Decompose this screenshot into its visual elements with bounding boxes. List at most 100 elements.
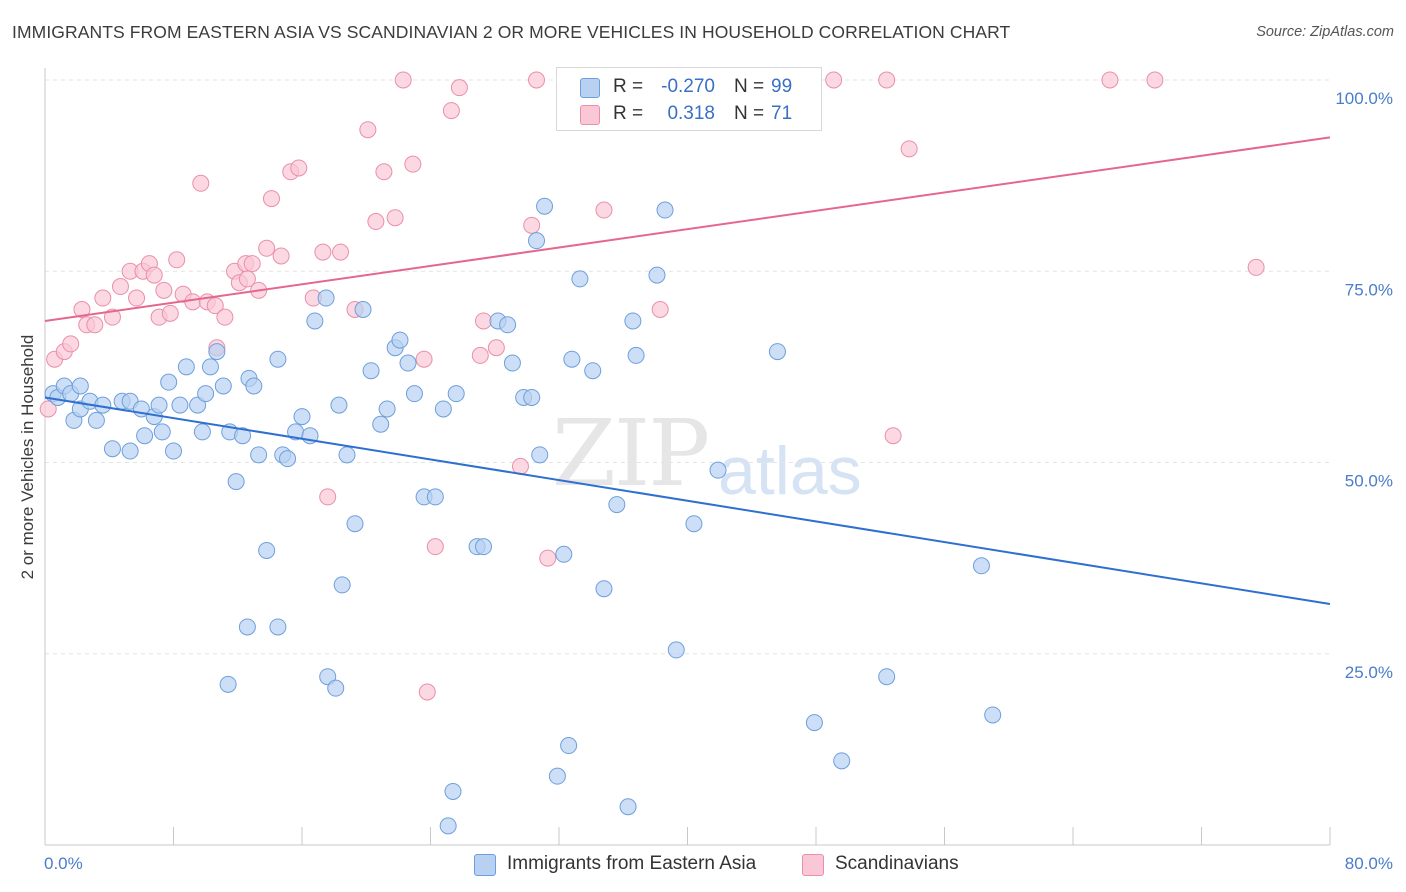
eastern-asia-point <box>972 557 990 575</box>
scandinavians-point <box>290 159 308 177</box>
scandinavians-point <box>314 243 332 261</box>
scandinavians-point <box>418 683 436 701</box>
scandinavians-point <box>825 71 843 89</box>
scandinavians-point <box>539 549 557 567</box>
watermark-zip: ZIP <box>552 400 710 507</box>
eastern-asia-point <box>208 343 226 361</box>
eastern-asia-point <box>444 782 462 800</box>
scandinavians-point <box>39 400 57 418</box>
scandinavians-point <box>511 457 529 475</box>
eastern-asia-point <box>656 201 674 219</box>
scandinavians-point <box>878 71 896 89</box>
legend-n-value: 71 <box>771 103 793 124</box>
eastern-asia-point <box>354 301 372 318</box>
eastern-asia-point <box>624 312 642 330</box>
y-tick-label: 75.0% <box>1345 280 1393 299</box>
scandinavians-point <box>168 251 186 269</box>
legend-row-eastern-asia: R = -0.270 N = 99 <box>557 73 821 101</box>
watermark-atlas: atlas <box>718 433 862 509</box>
scandinavians-point <box>1146 71 1164 89</box>
eastern-asia-point <box>333 576 351 594</box>
eastern-asia-point <box>399 354 417 372</box>
eastern-asia-point <box>536 197 554 215</box>
scandinavians-point <box>86 316 104 334</box>
eastern-asia-point <box>197 385 215 403</box>
eastern-asia-point <box>136 427 154 445</box>
scandinavians-point <box>206 297 224 315</box>
eastern-asia-point <box>279 450 297 468</box>
scandinavians-point <box>111 278 129 296</box>
scandinavians-point <box>243 255 261 273</box>
eastern-asia-point <box>165 442 182 460</box>
eastern-asia-point <box>685 515 703 533</box>
trend-line-scandinavians <box>44 136 1331 322</box>
eastern-asia-point <box>555 545 573 563</box>
eastern-asia-point <box>372 415 390 433</box>
scandinavians-point <box>103 308 121 326</box>
eastern-asia-point <box>362 362 380 380</box>
x-tick-label-min: 0.0% <box>44 854 83 873</box>
legend-r-label: R = <box>613 76 644 97</box>
scandinavians-point <box>523 216 541 234</box>
eastern-asia-point <box>338 446 356 464</box>
scandinavians-point <box>651 301 669 318</box>
eastern-asia-point <box>269 618 287 636</box>
eastern-asia-point <box>984 706 1002 724</box>
series-scandinavians-points <box>39 71 1265 701</box>
scandinavians-point <box>192 174 210 192</box>
eastern-asia-point <box>238 618 256 636</box>
eastern-asia-point <box>833 752 851 770</box>
eastern-asia-point <box>219 675 237 693</box>
scandinavians-point <box>332 243 350 261</box>
scandinavians-point <box>94 289 112 307</box>
scandinavians-point <box>426 538 444 556</box>
eastern-asia-point <box>171 396 189 414</box>
eastern-asia-point <box>160 373 178 391</box>
scandinavians-point <box>487 339 505 357</box>
eastern-asia-point <box>768 343 786 361</box>
eastern-asia-point <box>447 385 465 403</box>
eastern-asia-point <box>327 679 345 697</box>
eastern-asia-point <box>177 358 195 376</box>
eastern-asia-point <box>201 358 219 376</box>
eastern-asia-point <box>71 377 89 395</box>
eastern-asia-point <box>571 270 589 288</box>
eastern-asia-point <box>227 473 245 491</box>
scandinavians-point <box>367 213 385 231</box>
chart-title: IMMIGRANTS FROM EASTERN ASIA VS SCANDINA… <box>12 22 1011 42</box>
series-legend: Immigrants from Eastern Asia Scandinavia… <box>0 852 1406 878</box>
eastern-asia-point <box>269 350 287 368</box>
scandinavians-point <box>272 247 290 265</box>
eastern-asia-point <box>648 266 666 284</box>
legend-swatch-blue <box>474 854 496 876</box>
trend-line-eastern-asia <box>44 396 1331 606</box>
scandinavians-point <box>262 190 280 208</box>
eastern-asia-point <box>667 641 685 659</box>
scandinavians-point <box>319 488 337 506</box>
legend-n-label: N = <box>734 76 765 97</box>
scandinavians-point <box>216 308 234 326</box>
eastern-asia-point <box>499 316 517 334</box>
eastern-asia-point <box>103 440 121 458</box>
eastern-asia-point <box>584 362 602 380</box>
eastern-asia-point <box>391 331 409 349</box>
eastern-asia-point <box>709 461 727 479</box>
scandinavians-point <box>1101 71 1119 89</box>
scandinavians-point <box>475 312 493 330</box>
eastern-asia-point <box>378 400 396 418</box>
scandinavians-point <box>386 209 404 227</box>
scandinavians-point <box>442 102 460 120</box>
scandinavians-point <box>359 121 377 139</box>
scandinavians-point <box>155 281 173 299</box>
legend-r-label: R = <box>613 103 644 124</box>
eastern-asia-point <box>878 668 896 686</box>
scandinavians-point <box>161 304 179 322</box>
scandinavians-point <box>128 289 146 307</box>
axes <box>44 68 1331 846</box>
grid-lines <box>45 79 1330 655</box>
scandinavians-point <box>73 301 91 318</box>
eastern-asia-point <box>439 817 457 835</box>
eastern-asia-point <box>150 396 168 414</box>
eastern-asia-point <box>528 232 546 250</box>
